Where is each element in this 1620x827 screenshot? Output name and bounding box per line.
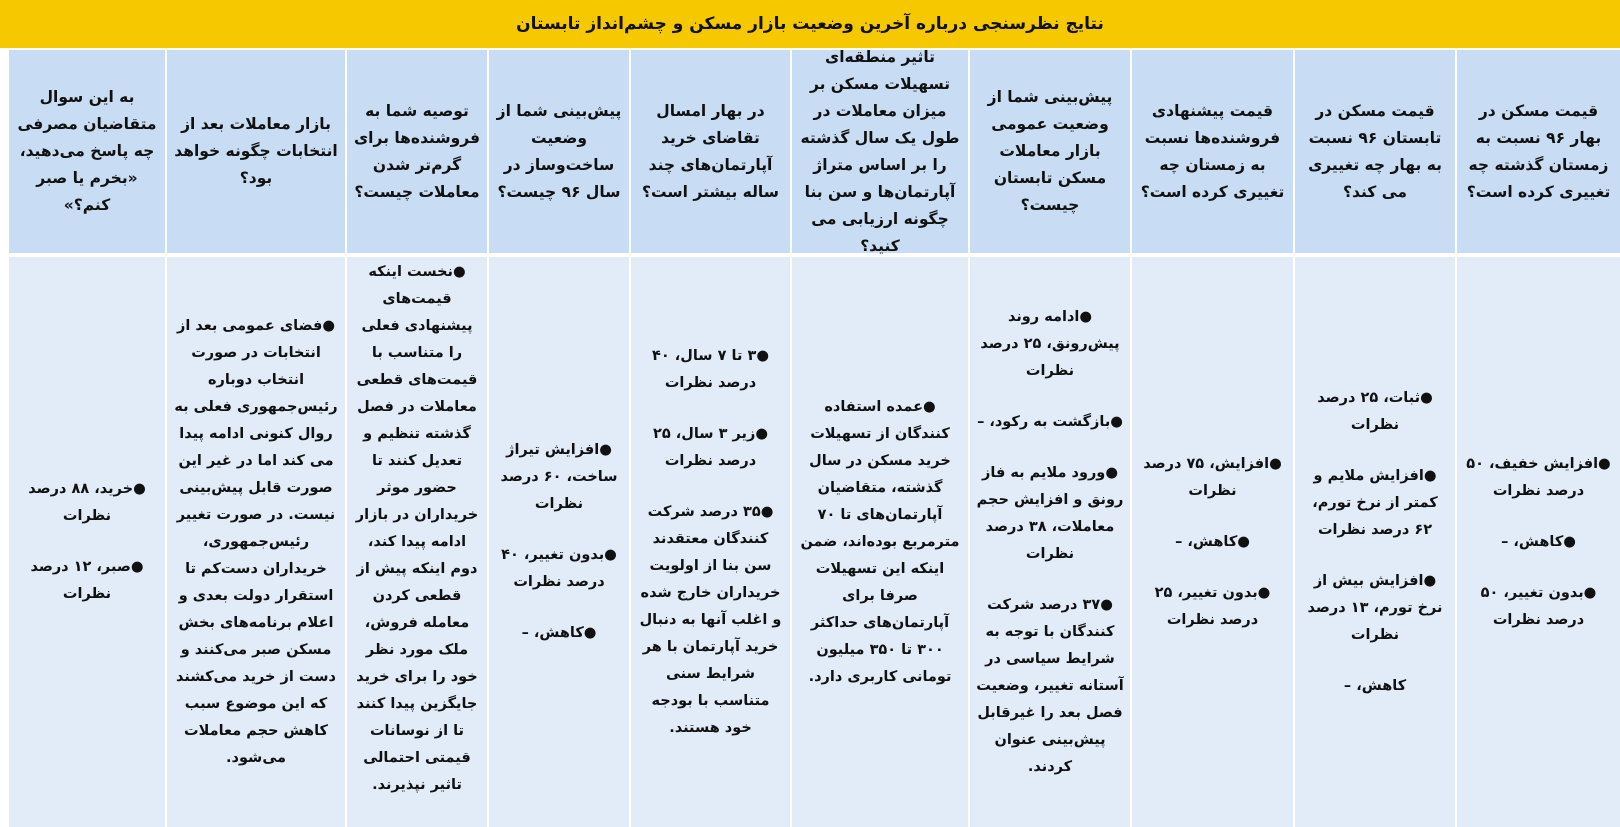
table-column: در بهار امسال تقاضای خرید آپارتمان‌های چ… — [631, 50, 790, 827]
table-column: بازار معاملات بعد از انتخابات چگونه خواه… — [167, 50, 345, 827]
column-header: به این سوال متقاضیان مصرفی چه پاسخ می‌ده… — [9, 50, 165, 253]
column-answers: ●عمده استفاده کنندگان از تسهیلات خرید مس… — [792, 257, 968, 827]
answer-item: ●افزایش ملایم و کمتر از نرخ تورم، ۶۲ درص… — [1312, 467, 1438, 538]
answer-item: ●کاهش، – — [1175, 533, 1250, 550]
answer-item: ●افزایش تیراژ ساخت، ۶۰ درصد نظرات — [500, 442, 618, 512]
answer-item: ●۳۷ درصد شرکت کنندگان با توجه به شرایط س… — [976, 596, 1124, 775]
column-header: قیمت مسکن در تابستان ۹۶ نسبت به بهار چه … — [1295, 50, 1455, 253]
answer-item: ●۳ تا ۷ سال، ۴۰ درصد نظرات — [652, 347, 769, 391]
column-answers: ●افزایش خفیف، ۵۰ درصد نظرات ●کاهش، – ●بدون… — [1457, 257, 1620, 827]
column-header: تاثیر منطقه‌ای تسهیلات مسکن بر میزان معا… — [792, 48, 968, 255]
column-answers: ●خرید، ۸۸ درصد نظرات ●صبر، ۱۲ درصد نظرات — [9, 257, 165, 827]
answer-item: ●افزایش بیش از نرخ تورم، ۱۳ درصد نظرات — [1307, 572, 1443, 643]
answer-item: ●بازگشت به رکود، – — [977, 413, 1123, 430]
answer-item: ●افزایش خفیف، ۵۰ درصد نظرات — [1466, 455, 1611, 499]
table-column: پیش‌بینی شما از وضعیت عمومی بازار معاملا… — [970, 50, 1130, 827]
answer-item: ●کاهش، – — [521, 625, 597, 641]
answer-item: ●فضای عمومی بعد از انتخابات در صورت انتخ… — [174, 317, 338, 766]
answer-item: ●افزایش، ۷۵ درصد نظرات — [1143, 455, 1282, 499]
column-answers: ●افزایش، ۷۵ درصد نظرات ●کاهش، – ●بدون تغیی… — [1132, 257, 1293, 827]
answer-item: کاهش، – — [1343, 677, 1407, 694]
table-column: پیش‌بینی شما از وضعیت ساخت‌وساز در سال ۹… — [489, 50, 629, 827]
answer-item: ●عمده استفاده کنندگان از تسهیلات خرید مس… — [800, 398, 960, 685]
answer-item: ●بدون تغییر، ۴۰ درصد نظرات — [501, 547, 617, 590]
answer-item: ●۳۵ درصد شرکت کنندگان معتقدند سن بنا از … — [639, 503, 782, 736]
answer-item: ●نخست اینکه قیمت‌های پیشنهادی فعلی را مت… — [355, 264, 479, 793]
title-bar: نتایج نظرسنجی درباره آخرین وضعیت بازار م… — [0, 0, 1620, 48]
column-header: پیش‌بینی شما از وضعیت ساخت‌وساز در سال ۹… — [489, 50, 629, 253]
survey-table: قیمت مسکن در بهار ۹۶ نسبت به زمستان گذشت… — [0, 48, 1620, 827]
answer-item: ●ادامه روند پیش‌رونق، ۲۵ درصد نظرات — [980, 308, 1120, 379]
answer-item: ●ثبات، ۲۵ درصد نظرات — [1317, 389, 1433, 433]
column-header: بازار معاملات بعد از انتخابات چگونه خواه… — [167, 50, 345, 253]
answer-item: ●صبر، ۱۲ درصد نظرات — [30, 559, 144, 602]
column-answers: ●۳ تا ۷ سال، ۴۰ درصد نظرات ●زیر ۳ سال، ۲۵… — [631, 257, 790, 827]
table-column: قیمت پیشنهادی فروشنده‌ها نسبت به زمستان … — [1132, 50, 1293, 827]
table-column: توصیه شما به فروشنده‌ها برای گرم‌تر شدن … — [347, 50, 487, 827]
page-title: نتایج نظرسنجی درباره آخرین وضعیت بازار م… — [516, 14, 1104, 34]
column-header: قیمت مسکن در بهار ۹۶ نسبت به زمستان گذشت… — [1457, 50, 1620, 253]
column-answers: ●افزایش تیراژ ساخت، ۶۰ درصد نظرات ●بدون ت… — [489, 257, 629, 827]
answer-item: ●خرید، ۸۸ درصد نظرات — [28, 481, 146, 524]
table-column: قیمت مسکن در بهار ۹۶ نسبت به زمستان گذشت… — [1457, 50, 1620, 827]
column-answers: ●نخست اینکه قیمت‌های پیشنهادی فعلی را مت… — [347, 257, 487, 827]
table-column: به این سوال متقاضیان مصرفی چه پاسخ می‌ده… — [9, 50, 165, 827]
answer-item: ●کاهش، – — [1501, 533, 1576, 550]
answer-item: ●زیر ۳ سال، ۲۵ درصد نظرات — [653, 425, 768, 469]
table-column: تاثیر منطقه‌ای تسهیلات مسکن بر میزان معا… — [792, 48, 968, 827]
column-header: پیش‌بینی شما از وضعیت عمومی بازار معاملا… — [970, 50, 1130, 253]
column-answers: ●ادامه روند پیش‌رونق، ۲۵ درصد نظرات ●بازگ… — [970, 257, 1130, 827]
column-answers: ●فضای عمومی بعد از انتخابات در صورت انتخ… — [167, 257, 345, 827]
answer-item: ●بدون تغییر، ۵۰ درصد نظرات — [1480, 584, 1597, 628]
column-header: در بهار امسال تقاضای خرید آپارتمان‌های چ… — [631, 50, 790, 253]
answer-item: ●ورود ملایم به فاز رونق و افزایش حجم معا… — [976, 464, 1124, 562]
table-column: قیمت مسکن در تابستان ۹۶ نسبت به بهار چه … — [1295, 50, 1455, 827]
column-header: قیمت پیشنهادی فروشنده‌ها نسبت به زمستان … — [1132, 50, 1293, 253]
column-answers: ●ثبات، ۲۵ درصد نظرات ●افزایش ملایم و کمتر… — [1295, 257, 1455, 827]
column-header: توصیه شما به فروشنده‌ها برای گرم‌تر شدن … — [347, 50, 487, 253]
answer-item: ●بدون تغییر، ۲۵ درصد نظرات — [1154, 584, 1271, 628]
